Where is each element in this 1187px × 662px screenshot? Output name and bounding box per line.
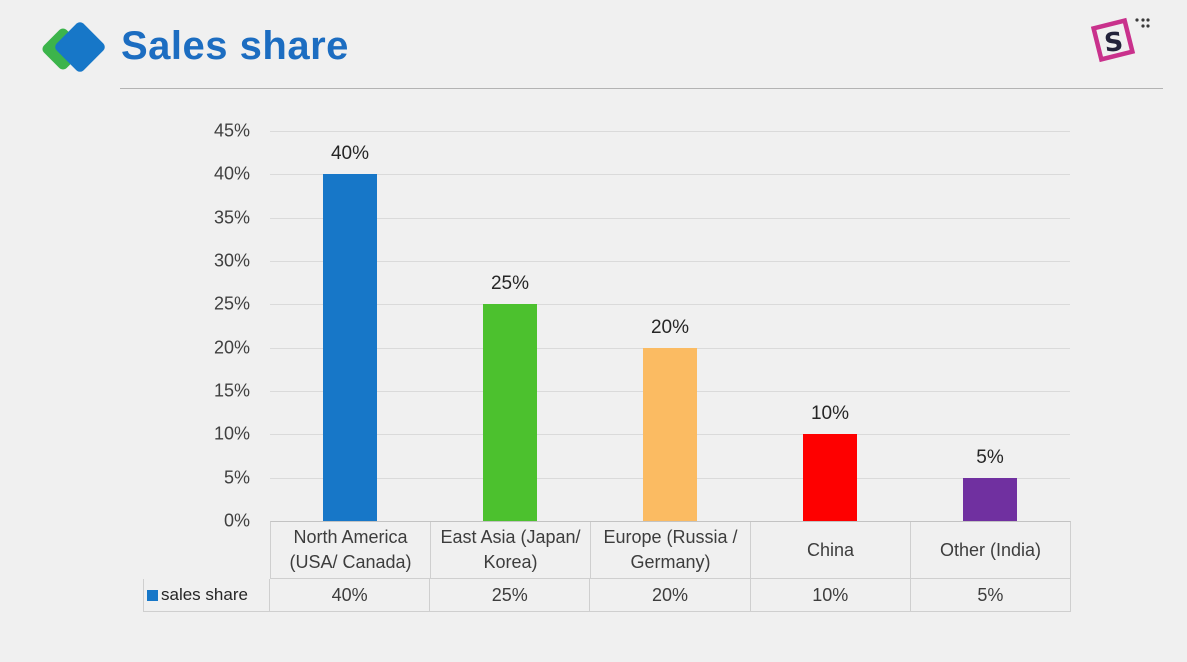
bar-value-label: 10% <box>810 403 850 425</box>
gridline <box>270 131 1070 132</box>
page-title: Sales share <box>121 24 349 68</box>
category-cell: China <box>751 522 911 578</box>
gridline <box>270 174 1070 176</box>
bar-column: 20% <box>590 131 750 521</box>
value-cell: 40% <box>270 579 431 611</box>
value-cell: 5% <box>977 584 1004 605</box>
corner-logo-svg: S <box>1090 17 1150 63</box>
y-tick-label: 0% <box>223 510 250 531</box>
category-cell: Other (India) <box>939 539 1042 560</box>
title-divider <box>120 88 1163 89</box>
bar-column: 40% <box>270 131 430 521</box>
table-value-row: sales share 40% 25% 20% 10% 5% <box>143 579 1071 612</box>
slide-logo-icon <box>40 20 108 76</box>
table-category-row: North America (USA/ Canada) East Asia (Ja… <box>270 521 1071 579</box>
legend-label: sales share <box>161 585 248 604</box>
category-cell: North America (USA/ Canada) <box>271 522 431 578</box>
y-tick-label: 25% <box>213 293 250 314</box>
value-cell: 25% <box>430 579 591 611</box>
y-tick-label: 15% <box>213 380 250 401</box>
bar-2 <box>643 347 697 521</box>
bar-column: 10% <box>750 131 910 521</box>
y-axis: 0% 5% 10% 15% 20% 25% 30% 35% 40% 45% <box>150 121 260 531</box>
bar-4 <box>963 477 1017 521</box>
corner-logo-icon: S <box>1087 12 1151 68</box>
gridline <box>270 261 1070 262</box>
plot-area: 40% 25% 20% 10% 5% <box>270 131 1070 522</box>
bar-value-label: 40% <box>330 143 370 165</box>
bar-column: 5% <box>910 131 1070 521</box>
bar-value-label: 25% <box>490 273 530 295</box>
y-tick-label: 45% <box>213 120 250 141</box>
legend-swatch-icon <box>147 589 158 601</box>
category-cell: East Asia (Japan/ Korea) <box>431 522 591 578</box>
legend-cell: sales share <box>144 579 270 611</box>
svg-text:S: S <box>1103 27 1125 59</box>
category-cell: Europe (Russia / Germany) <box>591 522 751 578</box>
y-tick-label: 40% <box>213 163 250 184</box>
y-tick-label: 10% <box>213 423 250 444</box>
y-tick-label: 20% <box>213 337 250 358</box>
y-tick-label: 30% <box>213 250 250 271</box>
y-tick-label: 35% <box>213 207 250 228</box>
bar-value-label: 20% <box>650 316 690 338</box>
y-tick-label: 5% <box>223 467 250 488</box>
bar-3 <box>803 434 857 521</box>
gridline <box>270 304 1070 306</box>
value-cell: 20% <box>590 579 751 611</box>
bar-column: 25% <box>430 131 590 521</box>
bar-value-label: 5% <box>976 446 1004 468</box>
bar-0 <box>323 174 377 521</box>
gridline <box>270 217 1070 219</box>
bar-1 <box>483 304 537 521</box>
value-cell: 10% <box>751 579 911 611</box>
